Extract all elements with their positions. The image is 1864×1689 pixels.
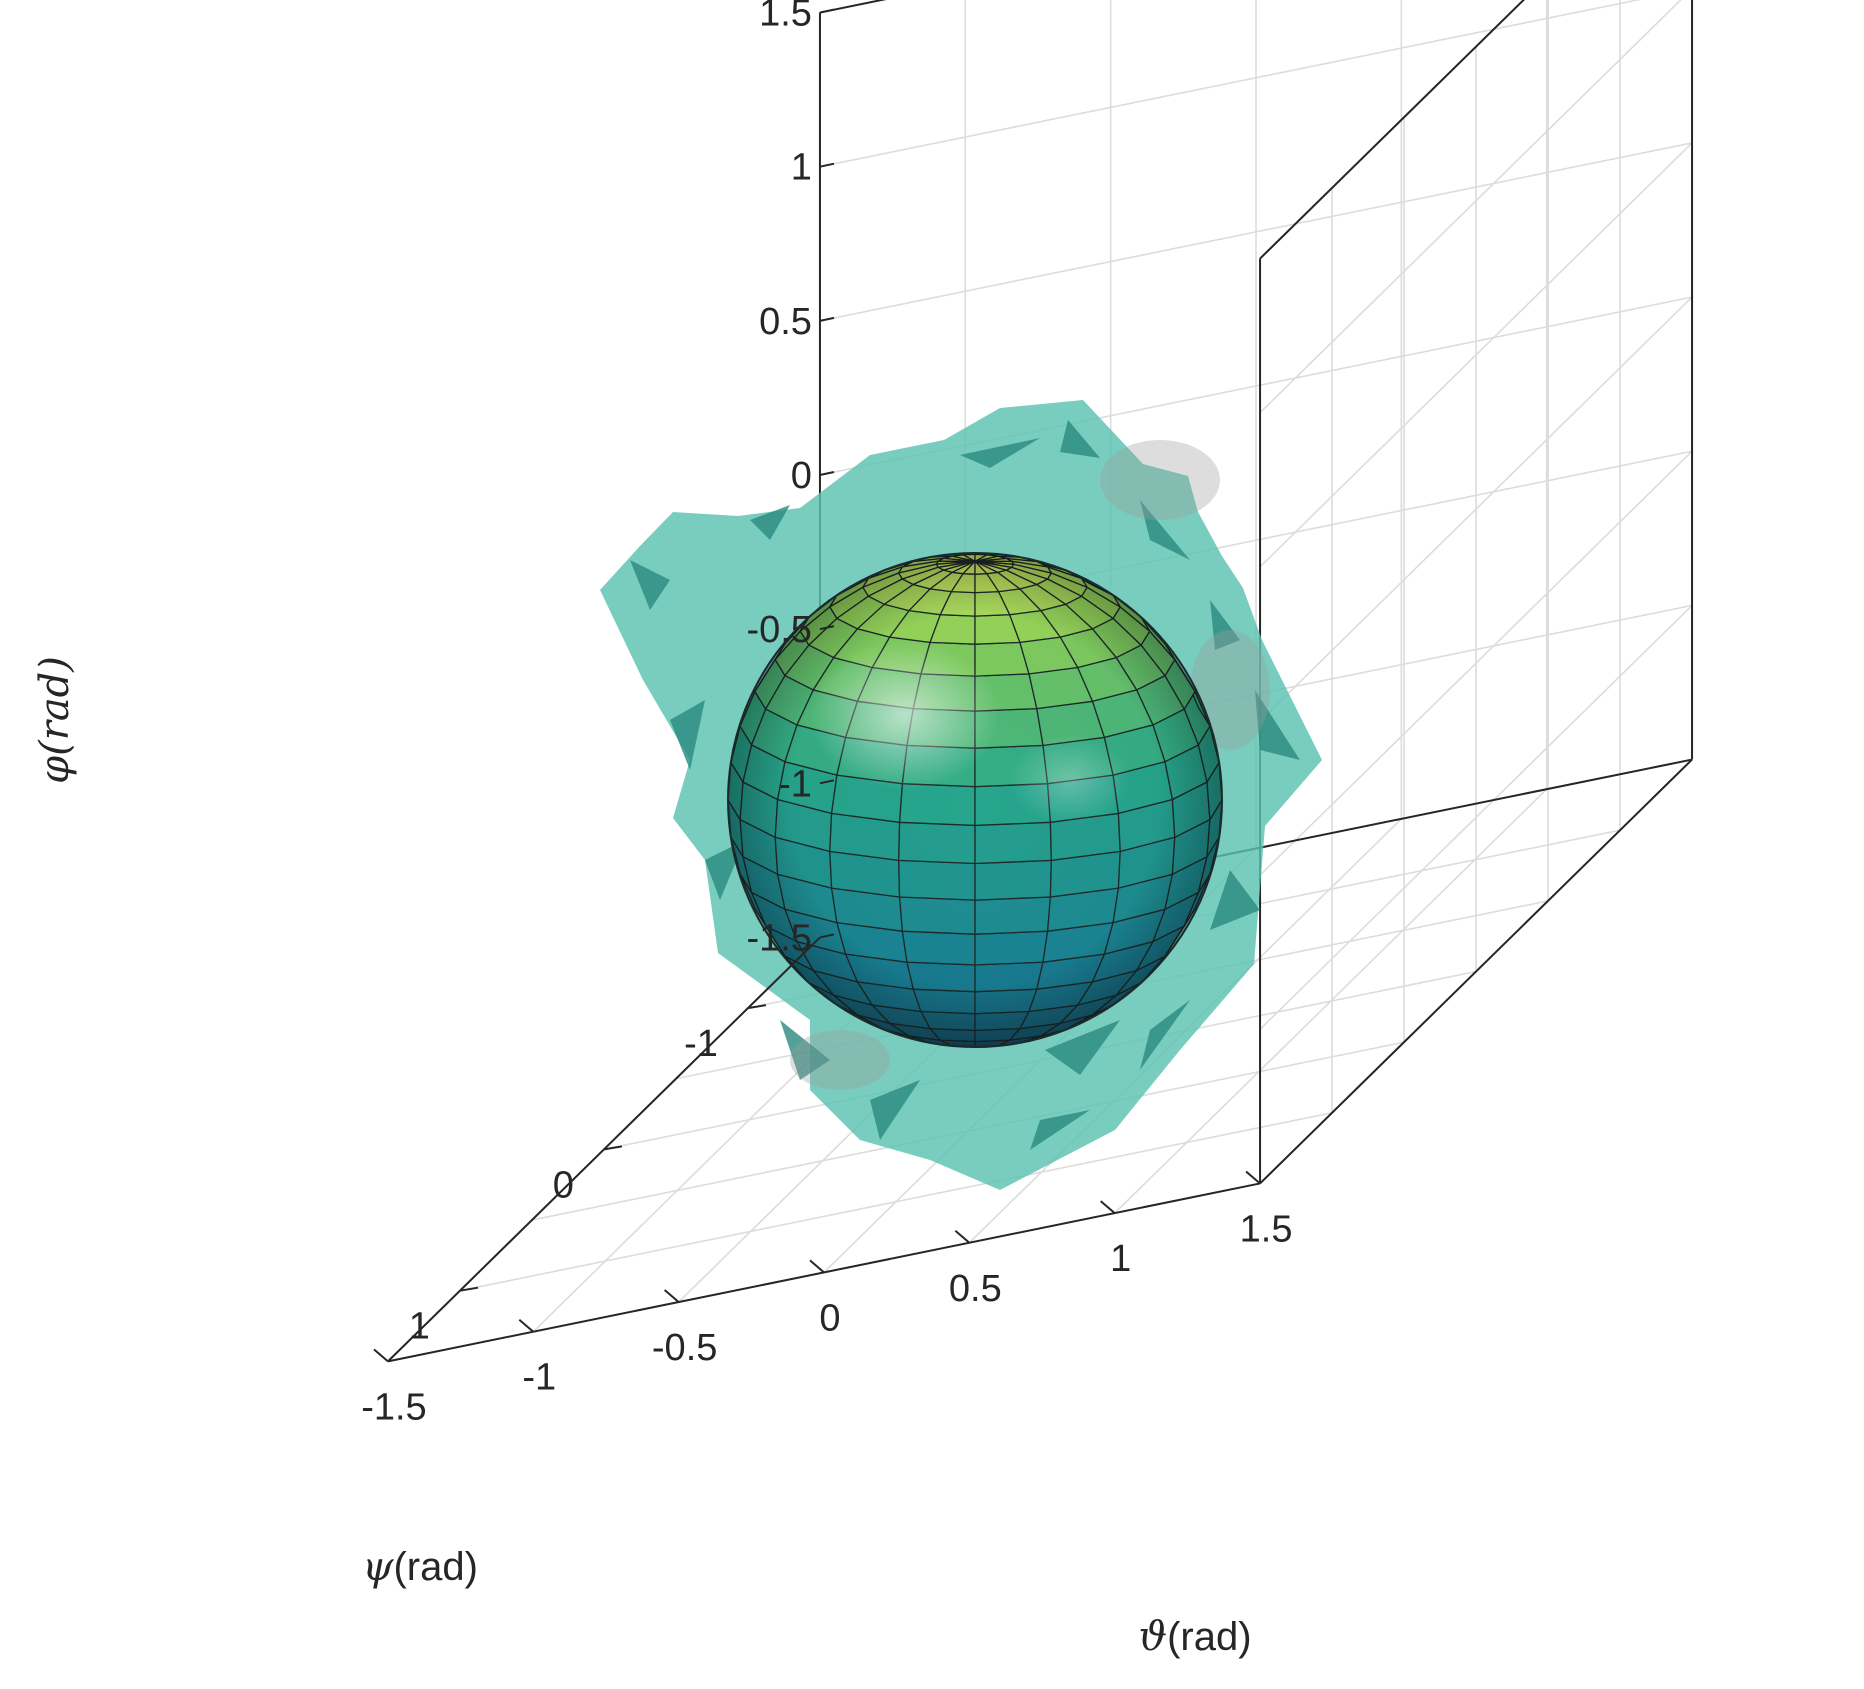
box-edge	[1259, 758, 1693, 1185]
isosurface-facet	[1210, 870, 1260, 930]
y-tick	[747, 1004, 767, 1010]
tick-labels: -1.5 -1 -0.5 0 0.5 1 1.5 -1.5 -1 -0.5 0 0.5 1 1.5 -1 0 1	[361, 0, 1292, 1428]
y-axis-label-symbol: ψ	[362, 1544, 394, 1590]
x-tick-label: -1	[522, 1357, 556, 1399]
x-axis-label: ϑ(rad)	[1138, 1614, 1251, 1660]
grid-line-floor-y	[459, 1112, 1333, 1292]
y-tick	[459, 1286, 479, 1292]
x-tick	[663, 1289, 680, 1303]
z-tick-label: 0	[791, 455, 812, 497]
z-tick	[819, 625, 835, 631]
isosurface-facet	[1140, 1000, 1190, 1070]
y-tick-label: 1	[409, 1306, 430, 1348]
z-axis-label: φ(rad)	[32, 656, 78, 784]
z-tick-label: -1	[778, 763, 812, 805]
z-tick	[819, 471, 835, 476]
x-tick-label: 0.5	[949, 1268, 1002, 1310]
z-tick	[819, 316, 835, 322]
tick-marks	[373, 8, 1261, 1363]
box-edge	[1259, 0, 1525, 260]
isosurface-facet	[1140, 500, 1190, 560]
y-axis-label-unit: (rad)	[393, 1545, 477, 1589]
x-tick	[518, 1318, 534, 1333]
z-tick	[819, 933, 835, 939]
z-tick	[819, 8, 835, 14]
x-tick-label: 1.5	[1240, 1208, 1293, 1250]
axis-labels: ϑ(rad)ψ(rad)φ(rad)	[32, 656, 1252, 1660]
x-axis-label-symbol: ϑ	[1138, 1614, 1167, 1660]
isosurface-facet	[870, 1080, 920, 1140]
z-tick	[819, 779, 835, 785]
x-axis-label-unit: (rad)	[1167, 1615, 1251, 1659]
sphere-highlight	[810, 640, 1000, 790]
isosurface-shadow	[790, 1030, 890, 1090]
x-tick	[954, 1229, 971, 1244]
isosurface-facet	[670, 700, 705, 770]
z-tick-label: -1.5	[746, 917, 811, 959]
isosurface-facet	[780, 1020, 830, 1080]
sphere-outline	[727, 552, 1223, 1048]
isosurface-facet	[1255, 690, 1300, 760]
isosurface-facet	[630, 560, 670, 610]
isosurface-facet	[1060, 420, 1100, 458]
grid-line-sidewall-z	[1259, 0, 1682, 414]
grid-line-backwall-z	[819, 0, 1642, 168]
x-tick-label: 0	[819, 1297, 840, 1339]
isosurface-facet	[960, 438, 1040, 468]
y-tick-label: 0	[553, 1164, 574, 1206]
sphere-highlight-secondary	[1010, 735, 1130, 825]
isosurface-shadow	[1190, 630, 1270, 750]
z-tick-label: 1	[791, 147, 812, 189]
x-tick	[1245, 1170, 1261, 1185]
x-tick-label: -0.5	[652, 1327, 717, 1369]
isosurface-facet	[750, 505, 790, 540]
z-tick-label: 0.5	[759, 301, 812, 343]
z-tick-label: 1.5	[759, 0, 812, 35]
x-tick	[809, 1259, 825, 1274]
isosurface-shadow	[1100, 440, 1220, 520]
x-tick-label: 1	[1110, 1238, 1131, 1280]
isosurface-facet	[1210, 600, 1240, 650]
y-tick-label: -1	[684, 1023, 718, 1065]
y-tick	[603, 1145, 623, 1151]
x-tick-label: -1.5	[361, 1386, 426, 1428]
z-tick-label: -0.5	[746, 609, 811, 651]
isosurface-facet	[1045, 1020, 1120, 1075]
z-axis-label-symbol: φ(rad)	[32, 656, 78, 784]
isosurface-facet	[1030, 1110, 1090, 1150]
x-tick	[1100, 1200, 1116, 1214]
x-tick	[373, 1348, 389, 1363]
sphere-surface	[727, 552, 1223, 1048]
y-axis-label: ψ(rad)	[362, 1544, 478, 1590]
z-tick	[819, 162, 835, 168]
